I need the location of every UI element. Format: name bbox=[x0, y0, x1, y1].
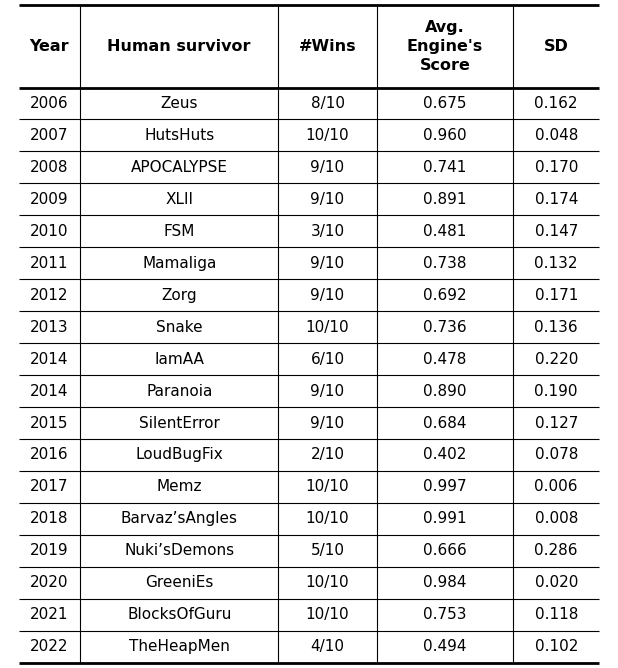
Text: 8/10: 8/10 bbox=[310, 96, 345, 111]
Text: Mamaliga: Mamaliga bbox=[142, 256, 216, 271]
Text: 2011: 2011 bbox=[30, 256, 69, 271]
Text: 2020: 2020 bbox=[30, 575, 69, 591]
Text: 0.174: 0.174 bbox=[535, 192, 578, 207]
Text: 2018: 2018 bbox=[30, 512, 69, 526]
Text: 0.008: 0.008 bbox=[535, 512, 578, 526]
Text: 10/10: 10/10 bbox=[306, 128, 349, 143]
Text: HutsHuts: HutsHuts bbox=[144, 128, 214, 143]
Text: 5/10: 5/10 bbox=[310, 543, 345, 558]
Text: 0.481: 0.481 bbox=[423, 224, 467, 238]
Text: Zeus: Zeus bbox=[161, 96, 198, 111]
Text: Human survivor: Human survivor bbox=[108, 39, 251, 54]
Text: 2015: 2015 bbox=[30, 415, 69, 430]
Text: 2007: 2007 bbox=[30, 128, 69, 143]
Text: 0.020: 0.020 bbox=[535, 575, 578, 591]
Text: 0.147: 0.147 bbox=[535, 224, 578, 238]
Text: 0.136: 0.136 bbox=[535, 320, 578, 335]
Text: 0.741: 0.741 bbox=[423, 160, 467, 175]
Text: 2019: 2019 bbox=[30, 543, 69, 558]
Text: 0.984: 0.984 bbox=[423, 575, 467, 591]
Text: #Wins: #Wins bbox=[298, 39, 357, 54]
Text: 10/10: 10/10 bbox=[306, 575, 349, 591]
Text: 0.753: 0.753 bbox=[423, 607, 467, 622]
Text: 0.402: 0.402 bbox=[423, 448, 467, 462]
Text: 0.127: 0.127 bbox=[535, 415, 578, 430]
Text: 10/10: 10/10 bbox=[306, 607, 349, 622]
Text: Paranoia: Paranoia bbox=[146, 383, 213, 399]
Text: Nuki’sDemons: Nuki’sDemons bbox=[124, 543, 234, 558]
Text: 10/10: 10/10 bbox=[306, 512, 349, 526]
Text: 2016: 2016 bbox=[30, 448, 69, 462]
Text: 2010: 2010 bbox=[30, 224, 69, 238]
Text: 0.118: 0.118 bbox=[535, 607, 578, 622]
Text: 9/10: 9/10 bbox=[310, 192, 345, 207]
Text: 0.286: 0.286 bbox=[535, 543, 578, 558]
Text: SD: SD bbox=[544, 39, 569, 54]
Text: 0.675: 0.675 bbox=[423, 96, 467, 111]
Text: 0.190: 0.190 bbox=[535, 383, 578, 399]
Text: 9/10: 9/10 bbox=[310, 415, 345, 430]
Text: Barvaz’sAngles: Barvaz’sAngles bbox=[121, 512, 238, 526]
Text: 0.162: 0.162 bbox=[535, 96, 578, 111]
Text: 2014: 2014 bbox=[30, 351, 69, 367]
Text: 9/10: 9/10 bbox=[310, 383, 345, 399]
Text: 0.960: 0.960 bbox=[423, 128, 467, 143]
Text: Zorg: Zorg bbox=[161, 288, 197, 303]
Text: 9/10: 9/10 bbox=[310, 160, 345, 175]
Text: 2008: 2008 bbox=[30, 160, 69, 175]
Text: 3/10: 3/10 bbox=[310, 224, 345, 238]
Text: 0.078: 0.078 bbox=[535, 448, 578, 462]
Text: GreeniEs: GreeniEs bbox=[145, 575, 213, 591]
Text: 0.891: 0.891 bbox=[423, 192, 467, 207]
Text: LoudBugFix: LoudBugFix bbox=[135, 448, 223, 462]
Text: APOCALYPSE: APOCALYPSE bbox=[131, 160, 227, 175]
Text: 2013: 2013 bbox=[30, 320, 69, 335]
Text: 0.132: 0.132 bbox=[535, 256, 578, 271]
Text: 0.666: 0.666 bbox=[423, 543, 467, 558]
Text: IamAA: IamAA bbox=[154, 351, 204, 367]
Text: 10/10: 10/10 bbox=[306, 320, 349, 335]
Text: 9/10: 9/10 bbox=[310, 288, 345, 303]
Text: 2022: 2022 bbox=[30, 639, 69, 654]
Text: 0.048: 0.048 bbox=[535, 128, 578, 143]
Text: 2006: 2006 bbox=[30, 96, 69, 111]
Text: 2/10: 2/10 bbox=[310, 448, 345, 462]
Text: 2014: 2014 bbox=[30, 383, 69, 399]
Text: 2021: 2021 bbox=[30, 607, 69, 622]
Text: 0.220: 0.220 bbox=[535, 351, 578, 367]
Text: 4/10: 4/10 bbox=[310, 639, 345, 654]
Text: Snake: Snake bbox=[156, 320, 203, 335]
Text: 2009: 2009 bbox=[30, 192, 69, 207]
Text: 0.890: 0.890 bbox=[423, 383, 467, 399]
Text: XLII: XLII bbox=[165, 192, 193, 207]
Text: 0.171: 0.171 bbox=[535, 288, 578, 303]
Text: Year: Year bbox=[30, 39, 69, 54]
Text: BlocksOfGuru: BlocksOfGuru bbox=[127, 607, 231, 622]
Text: 9/10: 9/10 bbox=[310, 256, 345, 271]
Text: 2017: 2017 bbox=[30, 480, 69, 494]
Text: 0.170: 0.170 bbox=[535, 160, 578, 175]
Text: 0.102: 0.102 bbox=[535, 639, 578, 654]
Text: 0.684: 0.684 bbox=[423, 415, 467, 430]
Text: 0.494: 0.494 bbox=[423, 639, 467, 654]
Text: 0.738: 0.738 bbox=[423, 256, 467, 271]
Text: 0.006: 0.006 bbox=[535, 480, 578, 494]
Text: TheHeapMen: TheHeapMen bbox=[129, 639, 230, 654]
Text: 6/10: 6/10 bbox=[310, 351, 345, 367]
Text: SilentError: SilentError bbox=[139, 415, 219, 430]
Text: 0.736: 0.736 bbox=[423, 320, 467, 335]
Text: Avg.
Engine's
Score: Avg. Engine's Score bbox=[407, 20, 483, 73]
Text: 0.991: 0.991 bbox=[423, 512, 467, 526]
Text: Memz: Memz bbox=[156, 480, 202, 494]
Text: 10/10: 10/10 bbox=[306, 480, 349, 494]
Text: 0.478: 0.478 bbox=[423, 351, 467, 367]
Text: FSM: FSM bbox=[164, 224, 195, 238]
Text: 0.692: 0.692 bbox=[423, 288, 467, 303]
Text: 2012: 2012 bbox=[30, 288, 69, 303]
Text: 0.997: 0.997 bbox=[423, 480, 467, 494]
